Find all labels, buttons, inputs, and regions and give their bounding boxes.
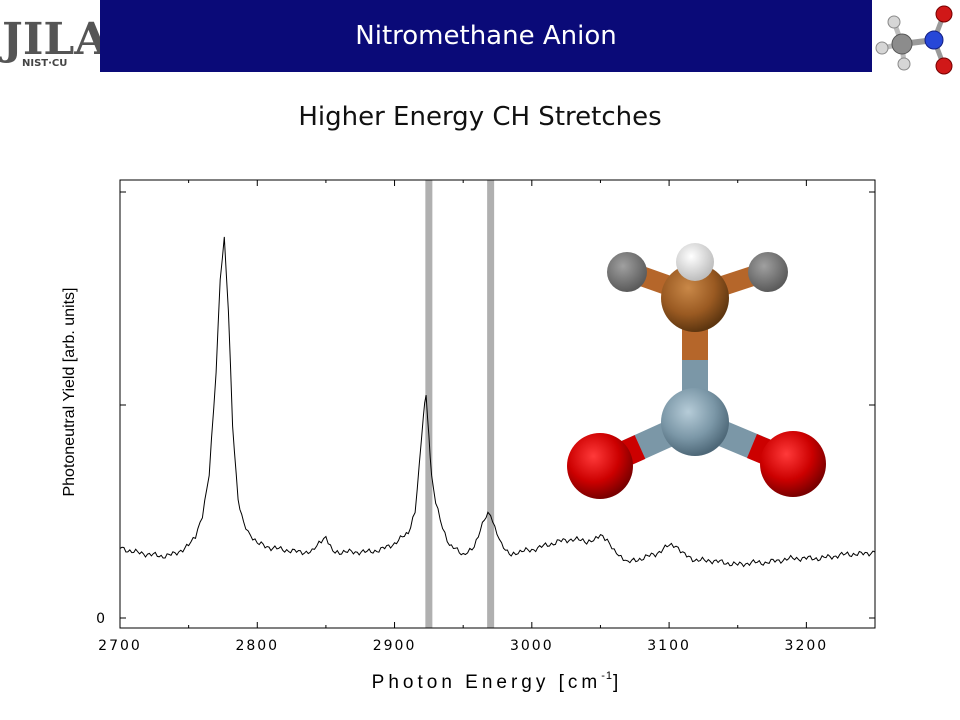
x-tick-label-2700: 2700	[98, 638, 142, 654]
x-tick-label-2900: 2900	[373, 638, 417, 654]
y-tick-label-0: 0	[96, 611, 107, 627]
plot-frame	[119, 179, 876, 629]
logo-text: JILA	[0, 14, 100, 65]
logo-subtext: NIST·CU	[22, 58, 67, 69]
x-axis-label-superscript: -1	[601, 670, 613, 682]
x-tick-label-3000: 3000	[510, 638, 554, 654]
x-axis-label: Photon Energy [cm-1]	[372, 670, 623, 693]
x-axis-label-main: Photon Energy [cm	[372, 672, 602, 693]
x-tick-label-2800: 2800	[235, 638, 279, 654]
nitromethane-corner-icon	[875, 5, 953, 75]
x-tick-label-3200: 3200	[785, 638, 829, 654]
jila-logo: JILA NIST·CU	[0, 14, 100, 69]
spectrum-trace	[119, 236, 876, 568]
nitromethane-molecule-illustration	[567, 243, 826, 499]
page-title: Nitromethane Anion	[355, 21, 617, 51]
title-banner: Nitromethane Anion	[100, 0, 872, 72]
x-axis-label-tail: ]	[613, 672, 622, 693]
highlight-band-1	[487, 180, 495, 628]
chart-title: Higher Energy CH Stretches	[298, 102, 662, 132]
highlight-band-0	[425, 180, 433, 628]
x-tick-label-3100: 3100	[647, 638, 691, 654]
y-axis-label: Photoneutral Yield [arb. units]	[61, 287, 78, 496]
